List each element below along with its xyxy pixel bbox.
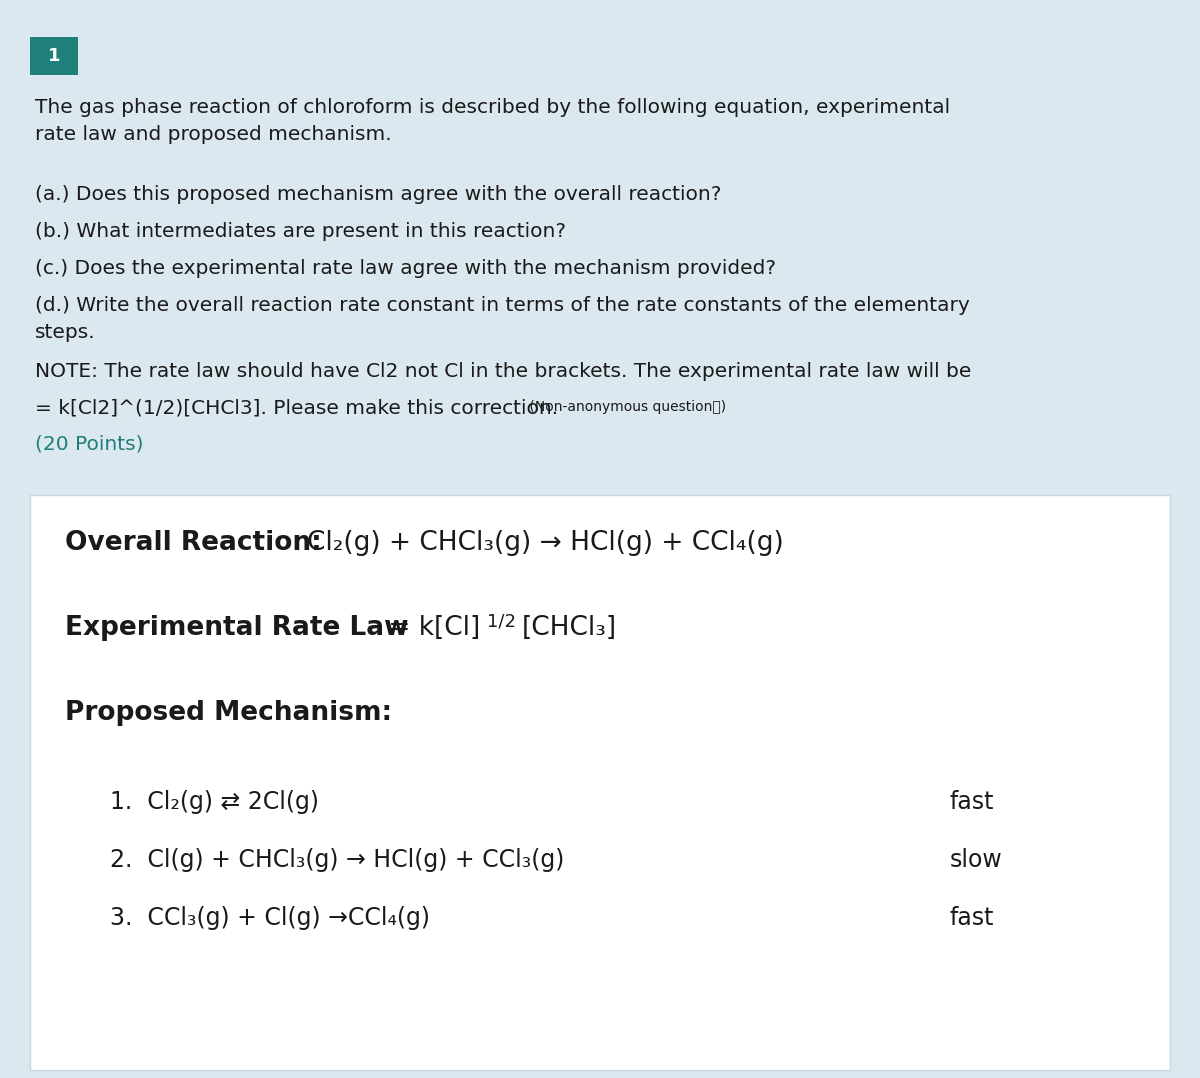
Text: = k[Cl]: = k[Cl] (380, 616, 480, 641)
Text: fast: fast (950, 906, 995, 930)
Text: slow: slow (950, 848, 1003, 872)
Text: 2.  Cl(g) + CHCl₃(g) → HCl(g) + CCl₃(g): 2. Cl(g) + CHCl₃(g) → HCl(g) + CCl₃(g) (110, 848, 564, 872)
Text: NOTE: The rate law should have Cl2 not Cl in the brackets. The experimental rate: NOTE: The rate law should have Cl2 not C… (35, 362, 971, 381)
Text: (d.) Write the overall reaction rate constant in terms of the rate constants of : (d.) Write the overall reaction rate con… (35, 296, 970, 342)
Text: (a.) Does this proposed mechanism agree with the overall reaction?: (a.) Does this proposed mechanism agree … (35, 185, 721, 204)
Text: 1/2: 1/2 (487, 613, 516, 631)
Text: [CHCl₃]: [CHCl₃] (522, 616, 617, 641)
Text: Overall Reaction:: Overall Reaction: (65, 530, 331, 556)
Text: 1: 1 (48, 47, 60, 65)
Text: = k[Cl2]^(1/2)[CHCl3]. Please make this correction.: = k[Cl2]^(1/2)[CHCl3]. Please make this … (35, 399, 558, 418)
Text: Cl₂(g) + CHCl₃(g) → HCl(g) + CCl₄(g): Cl₂(g) + CHCl₃(g) → HCl(g) + CCl₄(g) (307, 530, 784, 556)
Text: (Non-anonymous questionⓘ): (Non-anonymous questionⓘ) (526, 400, 726, 414)
Text: Proposed Mechanism:: Proposed Mechanism: (65, 700, 392, 725)
Text: The gas phase reaction of chloroform is described by the following equation, exp: The gas phase reaction of chloroform is … (35, 98, 950, 144)
Text: (c.) Does the experimental rate law agree with the mechanism provided?: (c.) Does the experimental rate law agre… (35, 259, 776, 278)
Text: 3.  CCl₃(g) + Cl(g) →CCl₄(g): 3. CCl₃(g) + Cl(g) →CCl₄(g) (110, 906, 430, 930)
Text: fast: fast (950, 790, 995, 814)
Text: Experimental Rate Law: Experimental Rate Law (65, 616, 408, 641)
Text: 1.  Cl₂(g) ⇄ 2Cl(g): 1. Cl₂(g) ⇄ 2Cl(g) (110, 790, 319, 814)
Text: (b.) What intermediates are present in this reaction?: (b.) What intermediates are present in t… (35, 222, 566, 241)
Text: (20 Points): (20 Points) (35, 436, 144, 454)
